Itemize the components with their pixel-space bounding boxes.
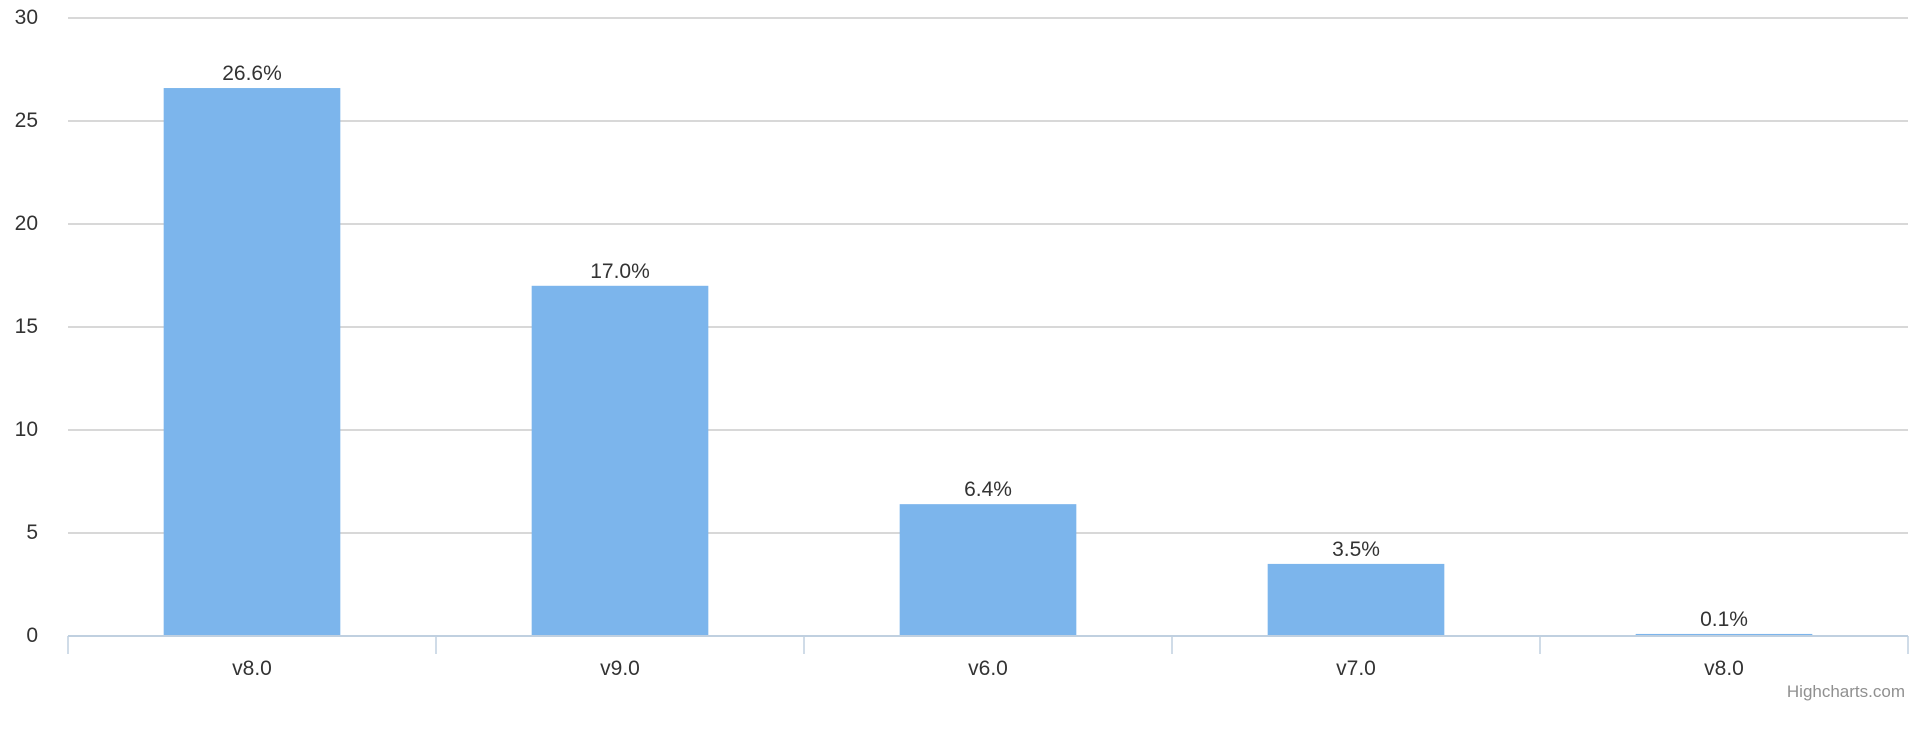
x-tick-label: v6.0 [968,657,1008,680]
bar[interactable] [899,504,1077,636]
bar-data-label: 0.1% [1700,608,1748,631]
credits-link[interactable]: Highcharts.com [1787,682,1905,701]
y-tick-label: 30 [15,6,38,29]
y-tick-label: 10 [15,418,38,441]
bar-data-label: 17.0% [590,260,650,283]
y-tick-label: 0 [26,624,38,647]
x-tick-label: v9.0 [600,657,640,680]
bars [163,88,1813,637]
y-tick-label: 25 [15,109,38,132]
bar[interactable] [1635,633,1813,636]
x-tick-label: v8.0 [1704,657,1744,680]
bar-data-label: 3.5% [1332,538,1380,561]
y-tick-label: 15 [15,315,38,338]
y-tick-label: 20 [15,212,38,235]
x-tick-label: v7.0 [1336,657,1376,680]
bar[interactable] [163,88,341,637]
bar[interactable] [1267,563,1445,636]
y-tick-label: 5 [26,521,38,544]
bar[interactable] [531,285,709,636]
x-axis: v8.0 v9.0 v6.0 v7.0 v8.0 [67,635,1909,680]
x-tick-label: v8.0 [232,657,272,680]
gridlines [68,17,1908,534]
y-axis: 0 5 10 15 20 25 30 [15,6,38,647]
bar-data-label: 26.6% [222,62,282,85]
data-labels: 26.6% 17.0% 6.4% 3.5% 0.1% [222,62,1748,631]
bar-data-label: 6.4% [964,478,1012,501]
